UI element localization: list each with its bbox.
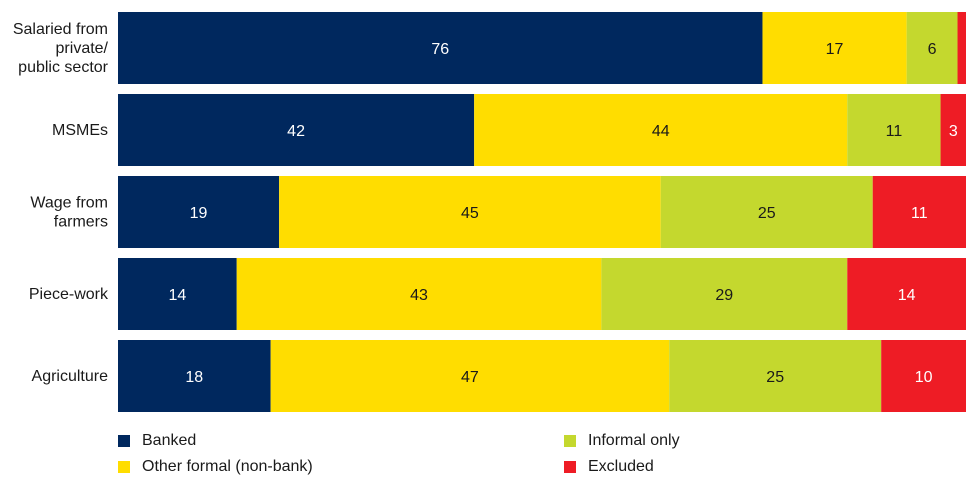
bar-segment-banked bbox=[118, 176, 280, 248]
category-label: MSMEs bbox=[52, 122, 108, 139]
legend-swatch-informal-only bbox=[564, 435, 576, 447]
legend-label-informal-only: Informal only bbox=[588, 432, 680, 449]
bar-segment-banked bbox=[118, 94, 475, 166]
legend-label-banked: Banked bbox=[142, 432, 197, 449]
data-label-other-formal-non-bank: 44 bbox=[652, 123, 670, 140]
bar-segment-other-formal-non-bank bbox=[270, 340, 670, 412]
bar-segment-excluded bbox=[957, 12, 966, 84]
data-label-banked: 76 bbox=[431, 41, 449, 58]
data-label-other-formal-non-bank: 45 bbox=[461, 205, 479, 222]
legend-swatch-other-formal bbox=[118, 461, 130, 473]
category-label: Salaried from private/public sector bbox=[13, 21, 109, 76]
data-label-banked: 19 bbox=[190, 205, 208, 222]
category-label: Piece-work bbox=[29, 286, 109, 303]
stacked-bar-chart: 76 17 6 42 44 11 3 19 45 25 11 14 43 29 14 18 47 25 10 Sal… bbox=[13, 12, 966, 412]
bar-segment-excluded bbox=[872, 176, 966, 248]
data-label-banked: 18 bbox=[185, 369, 203, 386]
data-label-excluded: 10 bbox=[915, 369, 933, 386]
legend-item-other-formal: Other formal (non-bank) bbox=[118, 458, 313, 476]
legend: Banked Informal only Other formal (non-b… bbox=[118, 428, 898, 478]
data-label-excluded: 3 bbox=[949, 123, 958, 140]
bar-segment-excluded bbox=[847, 258, 966, 330]
legend-swatch-excluded bbox=[564, 461, 576, 473]
data-label-other-formal-non-bank: 47 bbox=[461, 369, 479, 386]
category-label: Wage from farmers bbox=[30, 195, 108, 231]
data-label-other-formal-non-bank: 43 bbox=[410, 287, 428, 304]
bar-segment-excluded bbox=[881, 340, 966, 412]
bar-segment-banked bbox=[118, 12, 763, 84]
data-label-other-formal-non-bank: 17 bbox=[826, 41, 844, 58]
legend-item-informal-only: Informal only bbox=[564, 432, 680, 450]
category-labels: Salaried from private/public sector MSMEs W… bbox=[13, 21, 109, 385]
category-label: Agriculture bbox=[32, 368, 109, 385]
bar-segment-informal-only bbox=[601, 258, 848, 330]
data-label-informal-only: 25 bbox=[758, 205, 776, 222]
data-label-informal-only: 25 bbox=[766, 369, 784, 386]
bar-segment-banked bbox=[118, 258, 237, 330]
bar-segment-other-formal-non-bank bbox=[279, 176, 661, 248]
bar-segment-informal-only bbox=[660, 176, 873, 248]
legend-label-other-formal: Other formal (non-bank) bbox=[142, 458, 313, 475]
data-label-banked: 14 bbox=[168, 287, 186, 304]
legend-item-banked: Banked bbox=[118, 432, 196, 450]
legend-item-excluded: Excluded bbox=[564, 458, 654, 476]
legend-swatch-banked bbox=[118, 435, 130, 447]
bar-segment-banked bbox=[118, 340, 271, 412]
data-label-informal-only: 6 bbox=[928, 41, 937, 58]
data-label-informal-only: 29 bbox=[715, 287, 733, 304]
bar-segment-other-formal-non-bank bbox=[236, 258, 602, 330]
data-label-excluded: 11 bbox=[911, 205, 928, 222]
bar-segment-other-formal-non-bank bbox=[474, 94, 848, 166]
bar-segment-informal-only bbox=[847, 94, 941, 166]
bar-segment-informal-only bbox=[669, 340, 882, 412]
bar-segment-excluded bbox=[940, 94, 966, 166]
legend-label-excluded: Excluded bbox=[588, 458, 654, 475]
data-label-informal-only: 11 bbox=[886, 123, 903, 140]
data-label-banked: 42 bbox=[287, 123, 305, 140]
bar-segment-other-formal-non-bank bbox=[762, 12, 907, 84]
bars-group: 76 17 6 42 44 11 3 19 45 25 11 14 43 29 14 18 47 25 10 bbox=[118, 12, 966, 412]
bar-segment-informal-only bbox=[906, 12, 958, 84]
data-label-excluded: 14 bbox=[898, 287, 916, 304]
